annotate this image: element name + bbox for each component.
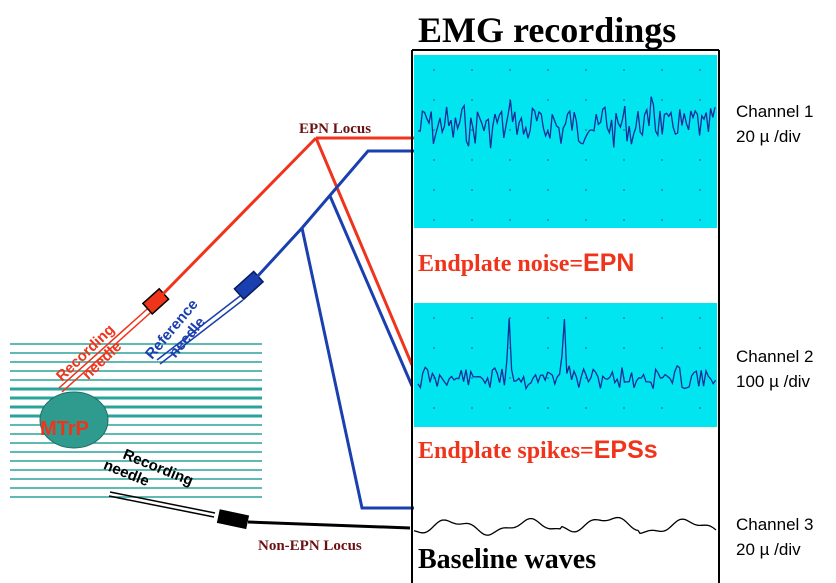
channel-2-trace xyxy=(417,318,717,391)
mtrp-label: MTrP xyxy=(40,418,89,440)
grid-dot xyxy=(471,347,473,349)
grid-dot xyxy=(547,219,549,221)
grid-dot xyxy=(699,99,701,101)
grid-dot xyxy=(433,159,435,161)
grid-dot xyxy=(433,317,435,319)
channel-1-panel xyxy=(414,55,717,228)
eps-caption: Endplate spikes=EPSs xyxy=(418,436,658,464)
grid-dot xyxy=(661,189,663,191)
svg-text:Channel 2: Channel 2 xyxy=(736,347,814,366)
grid-dot xyxy=(661,69,663,71)
grid-dot xyxy=(623,219,625,221)
grid-dot xyxy=(471,69,473,71)
grid-dot xyxy=(433,189,435,191)
grid-dot xyxy=(509,219,511,221)
grid-dot xyxy=(547,377,549,379)
grid-dot xyxy=(471,159,473,161)
grid-dot xyxy=(547,407,549,409)
grid-dot xyxy=(471,219,473,221)
grid-dot xyxy=(699,189,701,191)
grid-dot xyxy=(661,317,663,319)
grid-dot xyxy=(509,407,511,409)
channel-3-trace xyxy=(413,516,717,536)
red-wires xyxy=(314,136,414,366)
grid-dot xyxy=(433,219,435,221)
channel-3-label: Channel 3 20 µ /div xyxy=(736,515,814,559)
grid-dot xyxy=(585,317,587,319)
mtrp-ellipse xyxy=(39,391,109,449)
emg-title: EMG recordings xyxy=(418,10,676,50)
grid-dot xyxy=(433,129,435,131)
grid-dot xyxy=(547,189,549,191)
grid-dot xyxy=(471,189,473,191)
grid-dot xyxy=(547,347,549,349)
grid-dot xyxy=(585,69,587,71)
grid-dot xyxy=(623,317,625,319)
grid-dot xyxy=(661,219,663,221)
grid-dot xyxy=(433,99,435,101)
grid-dot xyxy=(623,347,625,349)
channel-1-label: Channel 1 20 µ /div xyxy=(736,102,814,146)
grid-dot xyxy=(471,407,473,409)
grid-dot xyxy=(661,159,663,161)
grid-dot xyxy=(585,407,587,409)
grid-dot xyxy=(509,377,511,379)
grid-dot xyxy=(699,347,701,349)
svg-text:Channel 1: Channel 1 xyxy=(736,102,814,121)
grid-dot xyxy=(585,129,587,131)
grid-dot xyxy=(623,189,625,191)
non-epn-locus-label: Non-EPN Locus xyxy=(258,538,362,554)
baseline-caption: Baseline waves xyxy=(418,544,596,575)
grid-dot xyxy=(585,189,587,191)
svg-text:20 µ /div: 20 µ /div xyxy=(736,127,801,146)
grid-dot xyxy=(585,159,587,161)
epn-caption: Endplate noise=EPN xyxy=(418,249,634,277)
svg-text:100 µ /div: 100 µ /div xyxy=(736,372,811,391)
grid-dot xyxy=(433,407,435,409)
grid-dot xyxy=(623,129,625,131)
grid-dot xyxy=(471,317,473,319)
channel-2-label: Channel 2 100 µ /div xyxy=(736,347,814,391)
emg-recordings-box: EMG recordings xyxy=(411,10,720,583)
grid-dot xyxy=(699,69,701,71)
grid-dot xyxy=(699,317,701,319)
grid-dot xyxy=(509,189,511,191)
blue-wires xyxy=(300,149,414,510)
grid-dot xyxy=(623,407,625,409)
upper-recording-needle-label: Recording needle xyxy=(53,318,133,397)
grid-dot xyxy=(509,159,511,161)
grid-dot xyxy=(509,69,511,71)
channel-1-trace xyxy=(417,96,716,149)
grid-dot xyxy=(471,377,473,379)
grid-dot xyxy=(661,347,663,349)
channel-1-grid xyxy=(433,69,701,221)
grid-dot xyxy=(433,69,435,71)
grid-dot xyxy=(471,129,473,131)
grid-dot xyxy=(699,219,701,221)
grid-dot xyxy=(547,69,549,71)
grid-dot xyxy=(699,407,701,409)
grid-dot xyxy=(623,99,625,101)
grid-dot xyxy=(547,159,549,161)
svg-text:20 µ /div: 20 µ /div xyxy=(736,540,801,559)
upper-recording-needle: Recording needle xyxy=(53,136,318,397)
grid-dot xyxy=(585,99,587,101)
grid-dot xyxy=(585,347,587,349)
grid-dot xyxy=(547,317,549,319)
grid-dot xyxy=(661,407,663,409)
grid-dot xyxy=(509,129,511,131)
epn-locus-label: EPN Locus xyxy=(299,121,371,137)
grid-dot xyxy=(623,159,625,161)
grid-dot xyxy=(433,347,435,349)
grid-dot xyxy=(661,99,663,101)
grid-dot xyxy=(547,99,549,101)
grid-dot xyxy=(623,69,625,71)
grid-dot xyxy=(585,219,587,221)
lower-recording-needle: Recording needle xyxy=(101,446,411,530)
svg-text:Channel 3: Channel 3 xyxy=(736,515,814,534)
grid-dot xyxy=(471,99,473,101)
channel-2-panel xyxy=(414,303,717,427)
grid-dot xyxy=(699,159,701,161)
